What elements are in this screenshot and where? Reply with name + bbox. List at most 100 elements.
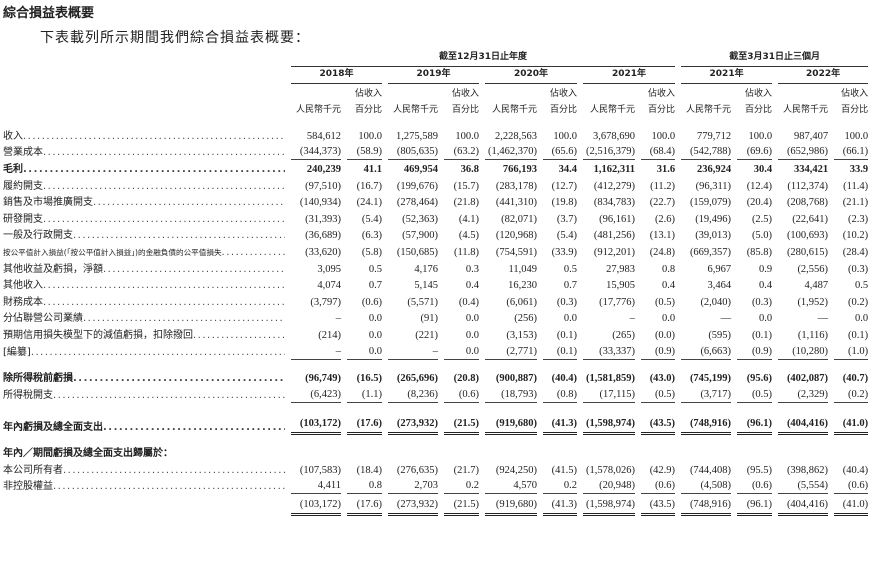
percentage-cell: 0.2 bbox=[540, 478, 580, 495]
amount-cell: (82,071) bbox=[501, 213, 537, 225]
amount-cell: (17,115) bbox=[580, 386, 638, 403]
amount-cell: (2,329) bbox=[775, 386, 831, 403]
percentage-cell: (0.9) bbox=[638, 343, 678, 360]
percentage-cell: (20.8) bbox=[453, 373, 479, 385]
percentage-cell: 0.0 bbox=[344, 343, 385, 360]
percentage-header: 百分比 bbox=[745, 105, 773, 116]
percentage-cell: 0.7 bbox=[563, 280, 577, 292]
pct-of-revenue-header: 佔收入 bbox=[648, 88, 676, 99]
year-header: 2018年 bbox=[291, 67, 382, 84]
percentage-cell: (0.3) bbox=[751, 296, 773, 308]
rmb-thousand-header: 人民幣千元 bbox=[686, 105, 732, 116]
percentage-cell: 0.7 bbox=[368, 280, 382, 292]
income-statement-table: 截至12月31日止年度 截至3月31日止三個月 2018年 2019年 2020… bbox=[3, 50, 871, 517]
amount-cell: (5,571) bbox=[407, 296, 438, 308]
amount-cell: (112,374) bbox=[787, 180, 829, 192]
percentage-cell: (69.6) bbox=[734, 144, 775, 161]
amount-cell: (404,416) bbox=[775, 413, 831, 435]
amount-cell: (10,280) bbox=[775, 343, 831, 360]
amount-cell: (398,862) bbox=[786, 464, 829, 476]
amount-cell: (4,508) bbox=[678, 478, 734, 495]
row-label: 年內虧損及總全面支出..............................… bbox=[3, 421, 285, 433]
percentage-cell: (41.0) bbox=[831, 413, 871, 435]
percentage-header: 百分比 bbox=[451, 105, 479, 116]
percentage-cell: 0.0 bbox=[465, 329, 479, 341]
row-label: 銷售及市場推廣開支...............................… bbox=[3, 197, 285, 209]
percentage-cell: (0.1) bbox=[540, 343, 580, 360]
percentage-cell: (0.0) bbox=[654, 329, 676, 341]
percentage-cell: (21.5) bbox=[441, 413, 482, 435]
amount-cell: (412,279) bbox=[593, 180, 635, 192]
amount-cell: 3,095 bbox=[317, 263, 341, 275]
amount-cell: (748,916) bbox=[678, 413, 734, 435]
amount-cell: (1,952) bbox=[797, 296, 829, 308]
percentage-cell: (11.4) bbox=[843, 180, 869, 192]
amount-cell: 240,239 bbox=[306, 163, 341, 175]
percentage-cell: (0.6) bbox=[441, 386, 482, 403]
table-row: 履約開支....................................… bbox=[3, 177, 871, 194]
row-label: 收入......................................… bbox=[3, 130, 285, 142]
amount-cell: (919,680) bbox=[482, 413, 540, 435]
table-row: 分佔聯營公司業績................................… bbox=[3, 310, 871, 327]
amount-cell: (441,310) bbox=[495, 197, 537, 209]
table-row: 按公平值計入損益(「按公平值計入損益」)的金融負債的公平值損失.........… bbox=[3, 243, 871, 260]
percentage-cell: (40.4) bbox=[842, 464, 869, 476]
percentage-cell: (0.6) bbox=[361, 296, 382, 308]
percentage-cell: 0.0 bbox=[465, 313, 479, 325]
amount-cell: (2,516,379) bbox=[580, 144, 638, 161]
amount-cell: 4,487 bbox=[804, 280, 829, 292]
amount-cell: 3,464 bbox=[707, 280, 732, 292]
percentage-cell: 100.0 bbox=[748, 130, 773, 142]
rmb-thousand-header: 人民幣千元 bbox=[491, 105, 537, 116]
table-row: 毛利......................................… bbox=[3, 160, 871, 177]
amount-cell: (924,250) bbox=[495, 464, 537, 476]
amount-cell: (6,423) bbox=[288, 386, 344, 403]
row-label: 按公平值計入損益(「按公平值計入損益」)的金融負債的公平值損失.........… bbox=[3, 246, 285, 258]
percentage-cell: (43.0) bbox=[649, 373, 676, 385]
table-row: (103,172) (17.6) (273,932) (21.5) (919,680)(… bbox=[3, 494, 871, 517]
percentage-cell: (17.6) bbox=[344, 494, 385, 517]
percentage-cell: (2.3) bbox=[847, 213, 869, 225]
percentage-cell: (41.3) bbox=[540, 494, 580, 517]
percentage-cell: (0.2) bbox=[831, 386, 871, 403]
percentage-cell: (0.9) bbox=[734, 343, 775, 360]
percentage-cell: (11.8) bbox=[454, 246, 479, 258]
table-row: 研發開支....................................… bbox=[3, 210, 871, 227]
percentage-cell: (40.4) bbox=[551, 373, 577, 385]
amount-cell: (805,635) bbox=[385, 144, 441, 161]
percentage-cell: (12.4) bbox=[746, 180, 773, 192]
amount-cell: (33,337) bbox=[580, 343, 638, 360]
amount-cell: 5,145 bbox=[414, 280, 438, 292]
percentage-cell: 100.0 bbox=[358, 130, 382, 142]
table-row: 其他收入....................................… bbox=[3, 277, 871, 294]
row-label: 一般及行政開支.................................… bbox=[3, 230, 285, 242]
percentage-cell: 0.0 bbox=[661, 313, 676, 325]
amount-cell: (273,932) bbox=[385, 413, 441, 435]
year-header: 2019年 bbox=[388, 67, 479, 84]
year-header: 2021年 bbox=[681, 67, 773, 84]
amount-cell: (669,357) bbox=[689, 246, 732, 258]
percentage-cell: (24.1) bbox=[356, 197, 382, 209]
amount-cell: – bbox=[288, 343, 344, 360]
percentage-cell: 0.2 bbox=[441, 478, 482, 495]
percentage-cell: (1.0) bbox=[831, 343, 871, 360]
percentage-cell: 100.0 bbox=[844, 130, 869, 142]
amount-cell: (150,685) bbox=[396, 246, 438, 258]
amount-cell: (208,768) bbox=[786, 197, 829, 209]
amount-cell: 4,074 bbox=[317, 280, 341, 292]
amount-cell: 236,924 bbox=[696, 163, 732, 175]
table-row: 年內／期間虧損及總全面支出歸屬於： bbox=[3, 445, 871, 462]
row-label: 毛利......................................… bbox=[3, 163, 285, 175]
row-label bbox=[3, 494, 288, 516]
percentage-header: 百分比 bbox=[354, 105, 382, 116]
amount-cell: (36,689) bbox=[305, 230, 341, 242]
percentage-cell: 31.6 bbox=[656, 163, 676, 175]
year-header: 2021年 bbox=[583, 67, 676, 84]
amount-cell: (20,948) bbox=[580, 478, 638, 495]
amount-cell: (96,749) bbox=[305, 373, 341, 385]
amount-cell: 3,678,690 bbox=[593, 130, 635, 142]
amount-cell: (214) bbox=[318, 329, 341, 341]
percentage-cell: (85.8) bbox=[746, 246, 773, 258]
amount-cell: (91) bbox=[420, 313, 439, 325]
amount-cell: (280,615) bbox=[786, 246, 829, 258]
